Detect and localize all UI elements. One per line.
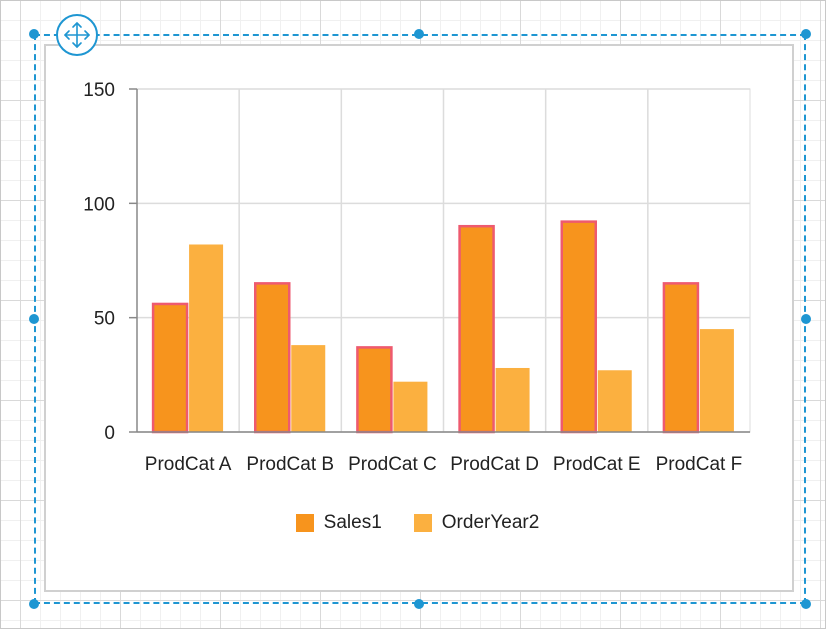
- legend-item-sales1: Sales1: [295, 512, 382, 534]
- bar-orderyear2-1: [291, 345, 326, 432]
- x-tick-label: ProdCat A: [145, 454, 232, 475]
- bar-sales1-5: [662, 282, 700, 434]
- bar-sales1-1: [254, 282, 291, 434]
- resize-handle-left[interactable]: [29, 314, 39, 324]
- legend-swatch-sales1: [295, 514, 314, 532]
- resize-handle-bottom-right[interactable]: [801, 599, 811, 609]
- bars: [151, 220, 734, 434]
- bar-orderyear2-2: [393, 381, 428, 432]
- y-tick-label: 150: [83, 80, 115, 101]
- y-tick-label: 0: [104, 423, 115, 444]
- x-tick-label: ProdCat B: [246, 454, 334, 475]
- legend-swatch-orderyear2: [413, 514, 432, 532]
- bar-orderyear2-0: [189, 244, 224, 432]
- grid-lines: [136, 88, 751, 433]
- x-tick-label: ProdCat F: [656, 454, 743, 475]
- chart-legend: Sales1 OrderYear2: [265, 489, 570, 557]
- legend-label-orderyear2: OrderYear2: [441, 512, 540, 533]
- legend-label-sales1: Sales1: [323, 512, 382, 533]
- x-tick-label: ProdCat D: [450, 454, 539, 475]
- resize-handle-right[interactable]: [801, 314, 811, 324]
- x-tick-label: ProdCat C: [348, 454, 437, 475]
- axes: [129, 88, 750, 433]
- resize-handle-top[interactable]: [414, 29, 424, 39]
- move-handle[interactable]: [56, 14, 98, 56]
- resize-handle-top-left[interactable]: [29, 29, 39, 39]
- tick-labels: 0 50 100 150 ProdCat A ProdCat B ProdCat C Prod…: [83, 80, 742, 475]
- bar-sales1-3: [458, 224, 495, 434]
- legend-item-orderyear2: OrderYear2: [413, 512, 540, 534]
- bar-orderyear2-5: [699, 329, 734, 432]
- move-arrows-icon: [64, 22, 90, 48]
- bar-orderyear2-4: [597, 370, 632, 432]
- resize-handle-bottom-left[interactable]: [29, 599, 39, 609]
- selection-rectangle: [34, 34, 806, 604]
- resize-handle-bottom[interactable]: [414, 599, 424, 609]
- x-tick-label: ProdCat E: [553, 454, 641, 475]
- y-tick-label: 50: [94, 309, 115, 330]
- y-tick-label: 100: [83, 194, 115, 215]
- bar-orderyear2-3: [495, 367, 530, 432]
- resize-handle-top-right[interactable]: [801, 29, 811, 39]
